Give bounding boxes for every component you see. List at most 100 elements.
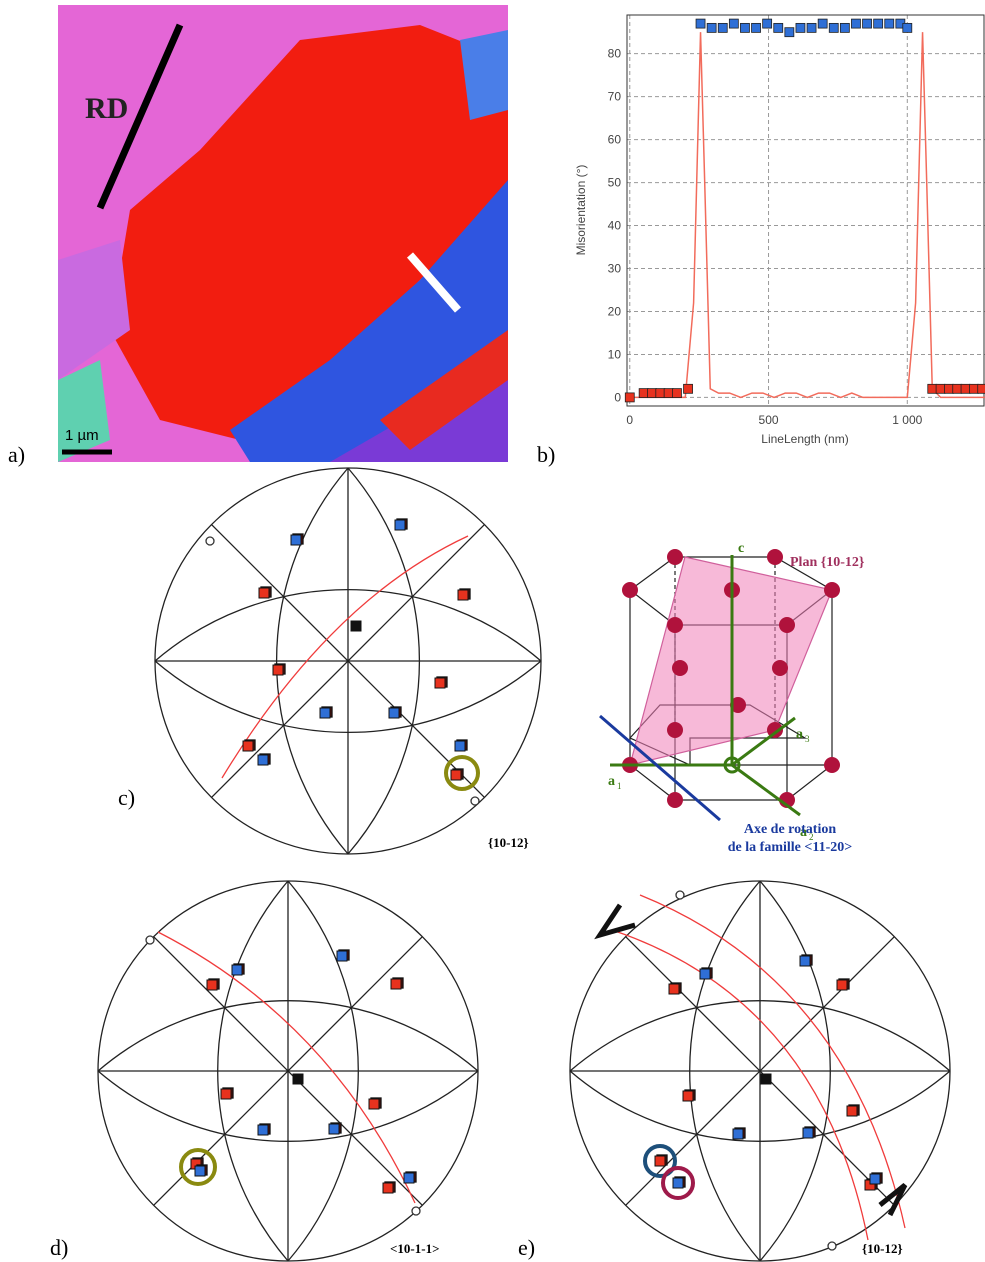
great-circle [759,880,831,1262]
data-point [773,22,784,33]
red-grain [110,25,508,440]
blue-pole [672,1177,684,1189]
a-axis-label: a [796,727,803,742]
rotation-axis [599,714,721,822]
a-axis-subscript: 1 [617,781,622,791]
atom [767,549,783,565]
blue-pole [394,519,406,531]
great-circle [97,1000,479,1072]
blue-pole [454,740,466,752]
shear-arrow [878,1183,908,1217]
y-tick-label: 40 [608,219,622,233]
plane-label: Plan {10-12} [790,555,865,570]
data-point [717,22,728,33]
data-point [862,18,872,29]
blue-pole [403,1172,415,1184]
pole-figure [154,467,542,855]
data-point [683,383,693,394]
data-point [873,18,884,29]
plot-frame [626,14,985,407]
red-pole [836,979,848,991]
a-axis-subscript: 3 [805,734,810,744]
great-circle [211,524,485,798]
data-point [851,18,861,29]
atom [779,617,795,633]
axis-caption: de la famille <11-20> [728,840,852,855]
data-point [672,388,682,399]
pole-marker [827,1241,837,1251]
atoms [622,549,840,808]
pole-figure [97,880,479,1262]
pole-marker [411,1206,421,1216]
y-tick-label: 50 [608,176,622,190]
blue-pole [290,534,302,546]
y-tick-label: 0 [614,390,621,404]
red-pole [457,589,469,601]
red-pole [846,1105,858,1117]
scale-label: 1 µm [65,427,99,444]
c-axis-label: c [738,541,744,556]
y-tick-label: 70 [608,90,622,104]
blue-pole [231,964,243,976]
data-point [647,388,657,399]
blue-pole [194,1165,206,1177]
data-point [638,388,649,399]
red-pole [272,664,284,676]
atom [772,660,788,676]
atom [667,792,683,808]
blue-pole [336,950,348,962]
pole-marker [470,796,480,806]
data-point [952,383,963,394]
y-tick-label: 30 [608,262,622,276]
black-pole [350,620,362,632]
red-pole [654,1155,666,1167]
great-circle [689,880,761,1262]
bottom-front [628,764,834,801]
a2-arrow [731,763,801,817]
atom [667,617,683,633]
red-pole [382,1182,394,1194]
highlight [179,1148,217,1186]
shear-arrow [594,903,636,940]
pole-marker [675,890,685,900]
data-point [944,383,954,394]
pole-figure-caption: <10-1-1> [390,1241,439,1256]
red-pole [206,979,218,991]
a-axis-subscript: 2 [809,832,814,842]
great-circle [154,588,542,662]
pole-figure-caption: {10-12} [862,1241,903,1256]
highlight [643,1144,677,1178]
green-grain [58,360,110,462]
misorientation-chart: 0 10 20 30 40 50 60 70 80 0 500 1 000 [608,14,985,427]
data-point [784,27,795,38]
red-pole [258,587,270,599]
trace [611,929,869,1241]
pole-figure [569,880,951,1262]
atom [824,757,840,773]
a-axis-label: a [800,825,807,840]
blue-pole [257,754,269,766]
highlight [444,755,480,791]
red-pole [242,740,254,752]
y-axis-label: Misorientation (°) [574,165,588,256]
blue-pole [257,1124,269,1136]
data-point [839,22,850,33]
data-point [977,383,985,394]
atom [767,722,783,738]
red-pole [668,983,680,995]
data-point [817,18,828,29]
atom [672,660,688,676]
pole-figure-caption: {10-12} [488,835,529,850]
atom [667,722,683,738]
data-point [706,22,717,33]
x-tick-label: 0 [626,413,633,427]
y-tick-label: 60 [608,133,622,147]
atom [622,582,638,598]
great-circle [569,1070,951,1142]
data-point [902,22,913,33]
atom [824,582,840,598]
y-tick-label: 10 [608,347,622,361]
data-point [624,392,635,403]
great-circle [97,1070,479,1142]
